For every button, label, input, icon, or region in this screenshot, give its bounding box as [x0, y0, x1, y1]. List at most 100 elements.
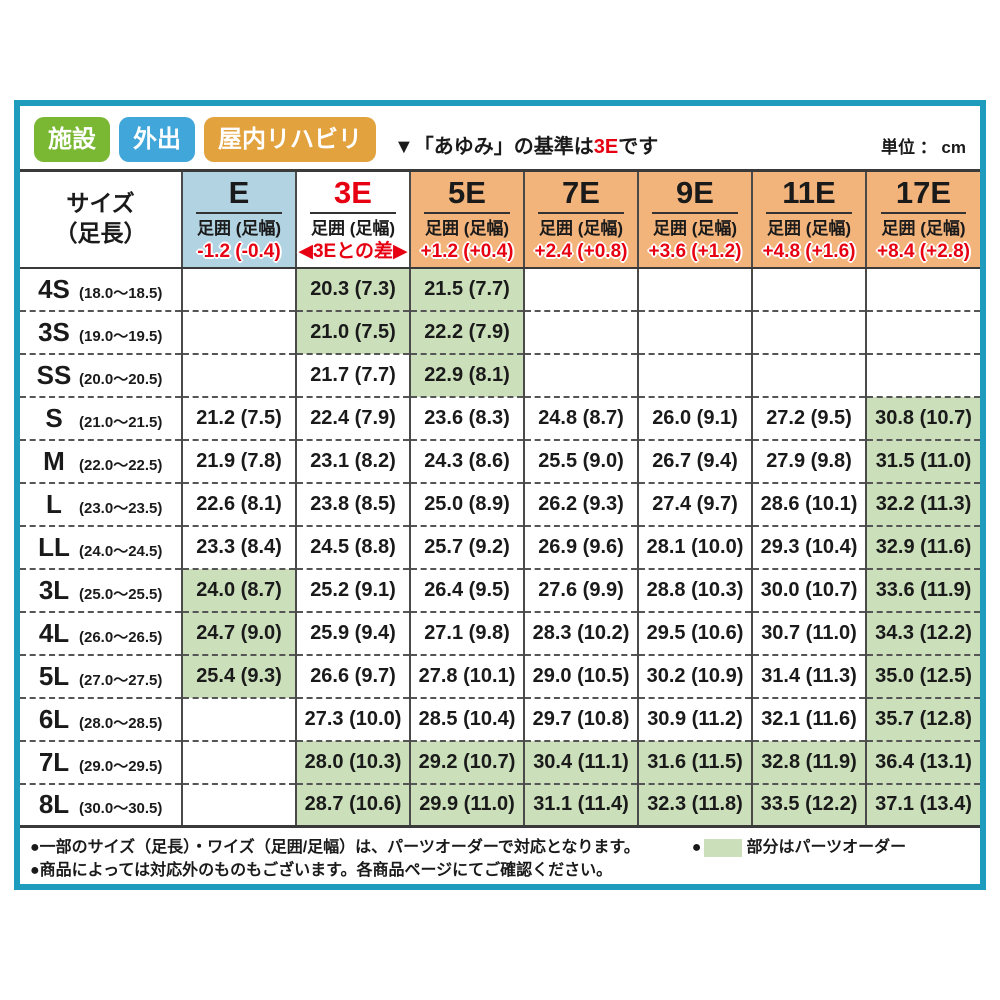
row-label-8L: 8L (30.0〜30.5) [20, 782, 182, 827]
cell-5L-9E: 30.2 (10.9) [637, 653, 752, 698]
cell-3S-3E: 21.0 (7.5) [295, 309, 410, 354]
cell-LL-3E: 24.5 (8.8) [295, 524, 410, 569]
size-range: (21.0〜21.5) [79, 413, 163, 431]
cell-7L-E [181, 739, 296, 784]
badge-3: 屋内リハビリ [204, 117, 376, 162]
cell-3L-5E: 26.4 (9.5) [409, 567, 524, 612]
column-header-rule [766, 211, 852, 214]
column-sublabel-11E: 足囲 (足幅) [766, 218, 852, 238]
cell-6L-17E: 35.7 (12.8) [865, 696, 980, 741]
cell-5L-3E: 26.6 (9.7) [295, 653, 410, 698]
footer-note-2: ●商品によっては対応外のものもございます。各商品ページにてご確認ください。 [30, 862, 613, 880]
cell-7L-17E: 36.4 (13.1) [865, 739, 980, 784]
cell-4S-3E: 20.3 (7.3) [295, 267, 410, 311]
column-diff-5E: +1.2 (+0.4) [420, 240, 514, 262]
column-header-rule [652, 211, 738, 214]
cell-8L-5E: 29.9 (11.0) [409, 782, 524, 827]
cell-6L-E [181, 696, 296, 741]
table-row-7L: 7L (29.0〜29.5) 28.0 (10.3) 29.2 (10.7) 30.4 … [20, 739, 980, 784]
cell-S-E: 21.2 (7.5) [181, 395, 296, 440]
cell-4S-E [181, 267, 296, 311]
column-sublabel-17E: 足囲 (足幅) [881, 218, 966, 238]
size-range: (18.0〜18.5) [79, 284, 163, 302]
cell-LL-7E: 26.9 (9.6) [523, 524, 638, 569]
size-table-body: 4S (18.0〜18.5) 20.3 (7.3) 21.5 (7.7) 3S (19.0… [20, 267, 980, 827]
cell-4S-11E [751, 267, 866, 311]
row-label-6L: 6L (28.0〜28.5) [20, 696, 182, 741]
cell-3L-3E: 25.2 (9.1) [295, 567, 410, 612]
cell-3L-7E: 27.6 (9.9) [523, 567, 638, 612]
column-header-rule [424, 211, 510, 214]
legend-green-swatch [704, 838, 743, 857]
cell-LL-11E: 29.3 (10.4) [751, 524, 866, 569]
table-row-M: M (22.0〜22.5) 21.9 (7.8) 23.1 (8.2) 24.3 (8.… [20, 438, 980, 483]
size-name: LL [38, 531, 70, 562]
size-range: (26.0〜26.5) [79, 628, 163, 646]
column-label-3E: 3E [334, 174, 372, 210]
size-name: 3L [38, 574, 70, 605]
cell-4L-5E: 27.1 (9.8) [409, 610, 524, 655]
cell-3S-9E [637, 309, 752, 354]
cell-7L-3E: 28.0 (10.3) [295, 739, 410, 784]
cell-5L-7E: 29.0 (10.5) [523, 653, 638, 698]
row-label-L: L (23.0〜23.5) [20, 481, 182, 526]
header-row: サイズ （足長） E 足囲 (足幅) -1.2 (-0.4) 3E 足囲 (足幅) ◀3E… [20, 170, 980, 269]
table-row-SS: SS (20.0〜20.5) 21.7 (7.7) 22.9 (8.1) [20, 352, 980, 397]
cell-LL-17E: 32.9 (11.6) [865, 524, 980, 569]
row-label-7L: 7L (29.0〜29.5) [20, 739, 182, 784]
cell-8L-17E: 37.1 (13.4) [865, 782, 980, 827]
cell-SS-9E [637, 352, 752, 397]
size-name: SS [36, 359, 72, 390]
row-label-LL: LL (24.0〜24.5) [20, 524, 182, 569]
table-row-4L: 4L (26.0〜26.5) 24.7 (9.0) 25.9 (9.4) 27.1 (9… [20, 610, 980, 655]
cell-7L-5E: 29.2 (10.7) [409, 739, 524, 784]
cell-S-7E: 24.8 (8.7) [523, 395, 638, 440]
column-sublabel-E: 足囲 (足幅) [196, 218, 282, 238]
cell-3L-9E: 28.8 (10.3) [637, 567, 752, 612]
column-diff-E: -1.2 (-0.4) [197, 240, 281, 262]
cell-SS-3E: 21.7 (7.7) [295, 352, 410, 397]
size-column-header-line2: （足長） [54, 220, 147, 247]
cell-6L-5E: 28.5 (10.4) [409, 696, 524, 741]
column-diff-11E: +4.8 (+1.6) [762, 240, 856, 262]
cell-8L-7E: 31.1 (11.4) [523, 782, 638, 827]
standard-note-prefix: ▼「あゆみ」の基準は [394, 136, 594, 158]
cell-8L-9E: 32.3 (11.8) [637, 782, 752, 827]
cell-7L-11E: 32.8 (11.9) [751, 739, 866, 784]
column-header-rule [310, 211, 396, 214]
size-range: (28.0〜28.5) [79, 714, 163, 732]
badge-2: 外出 [119, 117, 195, 162]
size-range: (30.0〜30.5) [79, 800, 163, 818]
size-name: 5L [38, 660, 70, 691]
table-row-S: S (21.0〜21.5) 21.2 (7.5) 22.4 (7.9) 23.6 (8.… [20, 395, 980, 440]
standard-note-width: 3E [593, 136, 619, 158]
footer-notes: ●一部のサイズ（足長）・ワイズ（足囲/足幅）は、パーツオーダーで対応となります。… [20, 828, 980, 886]
cell-7L-9E: 31.6 (11.5) [637, 739, 752, 784]
cell-SS-5E: 22.9 (8.1) [409, 352, 524, 397]
column-sublabel-5E: 足囲 (足幅) [424, 218, 510, 238]
cell-3S-11E [751, 309, 866, 354]
size-column-header: サイズ （足長） [20, 170, 182, 269]
cell-4S-7E [523, 267, 638, 311]
column-header-3E: 3E 足囲 (足幅) ◀3Eとの差▶ [295, 170, 410, 269]
column-header-5E: 5E 足囲 (足幅) +1.2 (+0.4) [409, 170, 524, 269]
column-header-9E: 9E 足囲 (足幅) +3.6 (+1.2) [637, 170, 752, 269]
column-label-7E: 7E [562, 174, 600, 210]
cell-5L-5E: 27.8 (10.1) [409, 653, 524, 698]
cell-S-17E: 30.8 (10.7) [865, 395, 980, 440]
column-sublabel-9E: 足囲 (足幅) [652, 218, 738, 238]
column-diff-7E: +2.4 (+0.8) [534, 240, 628, 262]
cell-4L-3E: 25.9 (9.4) [295, 610, 410, 655]
cell-3S-E [181, 309, 296, 354]
cell-S-11E: 27.2 (9.5) [751, 395, 866, 440]
table-row-4S: 4S (18.0〜18.5) 20.3 (7.3) 21.5 (7.7) [20, 267, 980, 311]
cell-4L-9E: 29.5 (10.6) [637, 610, 752, 655]
cell-4S-9E [637, 267, 752, 311]
cell-L-9E: 27.4 (9.7) [637, 481, 752, 526]
cell-M-5E: 24.3 (8.6) [409, 438, 524, 483]
table-row-8L: 8L (30.0〜30.5) 28.7 (10.6) 29.9 (11.0) 31.1 … [20, 782, 980, 827]
table-row-LL: LL (24.0〜24.5) 23.3 (8.4) 24.5 (8.8) 25.7 (9… [20, 524, 980, 569]
row-label-5L: 5L (27.0〜27.5) [20, 653, 182, 698]
cell-5L-17E: 35.0 (12.5) [865, 653, 980, 698]
size-name: M [43, 445, 65, 476]
